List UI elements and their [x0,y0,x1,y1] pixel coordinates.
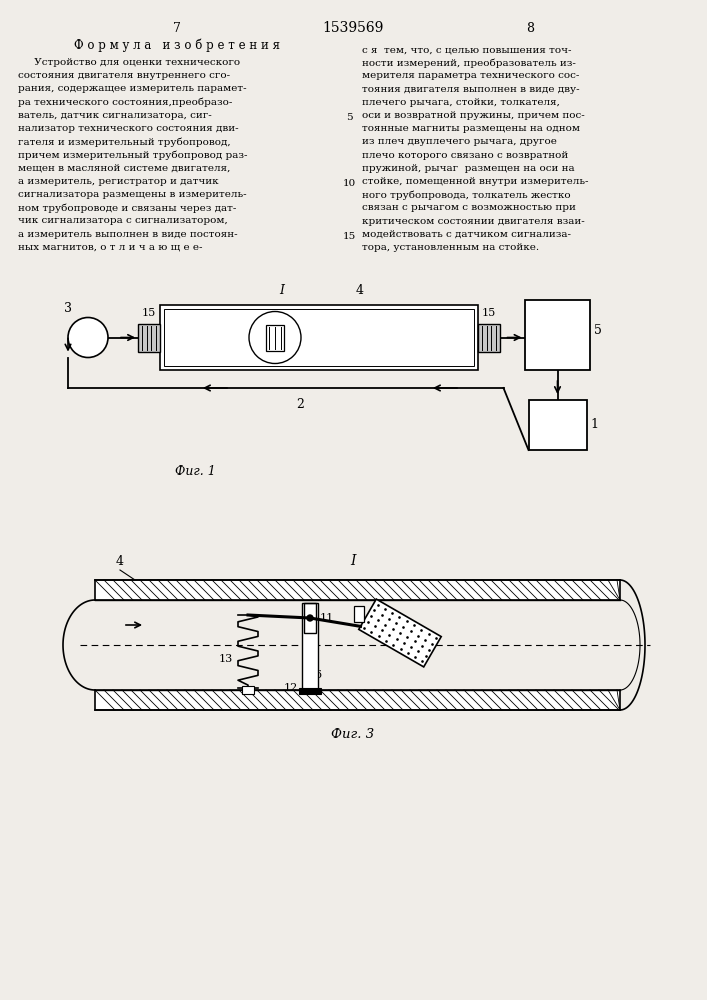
Text: сигнализатора размещены в измеритель-: сигнализатора размещены в измеритель- [18,190,247,199]
Text: Ф о р м у л а   и з о б р е т е н и я: Ф о р м у л а и з о б р е т е н и я [74,38,280,52]
Text: ном трубопроводе и связаны через дат-: ном трубопроводе и связаны через дат- [18,203,236,213]
Text: рания, содержащее измеритель парамет-: рания, содержащее измеритель парамет- [18,84,247,93]
Text: ных магнитов, о т л и ч а ю щ е е-: ных магнитов, о т л и ч а ю щ е е- [18,243,202,252]
Circle shape [307,615,313,621]
Text: причем измерительный трубопровод раз-: причем измерительный трубопровод раз- [18,150,247,160]
Text: 15: 15 [142,308,156,318]
Bar [242,686,254,694]
Text: модействовать с датчиком сигнализа-: модействовать с датчиком сигнализа- [362,230,571,239]
Bar [525,300,590,370]
Bar [95,690,620,710]
Text: 3: 3 [64,302,72,314]
Text: ра технического состояния,преобразо-: ра технического состояния,преобразо- [18,98,233,107]
Text: плечо которого связано с возвратной: плечо которого связано с возвратной [362,151,568,160]
Text: 10: 10 [342,179,356,188]
Text: ности измерений, преобразователь из-: ности измерений, преобразователь из- [362,58,576,68]
Text: стойке, помещенной внутри измеритель-: стойке, помещенной внутри измеритель- [362,177,588,186]
Text: I: I [279,284,284,297]
Text: 4: 4 [356,284,364,297]
Text: связан с рычагом с возможностью при: связан с рычагом с возможностью при [362,203,576,212]
Text: 7: 7 [173,21,181,34]
Bar [164,309,474,366]
Text: ного трубопровода, толкатель жестко: ного трубопровода, толкатель жестко [362,190,571,200]
Text: оси и возвратной пружины, причем пос-: оси и возвратной пружины, причем пос- [362,111,585,120]
Bar [304,603,316,633]
Text: 6: 6 [314,670,321,680]
Text: 5: 5 [594,324,602,336]
Bar [478,324,500,352]
Polygon shape [358,599,441,667]
Text: чик сигнализатора с сигнализатором,: чик сигнализатора с сигнализатором, [18,216,228,225]
Text: 5: 5 [346,113,352,122]
Text: 15: 15 [342,232,356,241]
Text: I: I [350,554,356,568]
Text: тоянные магниты размещены на одном: тоянные магниты размещены на одном [362,124,580,133]
Text: нализатор технического состояния дви-: нализатор технического состояния дви- [18,124,239,133]
Bar [95,580,620,600]
Text: 15: 15 [482,308,496,318]
Text: гателя и измерительный трубопровод,: гателя и измерительный трубопровод, [18,137,230,147]
Text: мещен в масляной системе двигателя,: мещен в масляной системе двигателя, [18,164,230,173]
Text: 4: 4 [116,555,124,568]
Circle shape [249,312,301,363]
Bar [160,305,478,370]
Bar [299,688,321,694]
Text: а измеритель выполнен в виде постоян-: а измеритель выполнен в виде постоян- [18,230,238,239]
Circle shape [68,318,108,358]
Bar [529,400,587,450]
Bar [138,324,160,352]
Text: а измеритель, регистратор и датчик: а измеритель, регистратор и датчик [18,177,218,186]
Bar [266,324,284,351]
Text: Устройство для оценки технического: Устройство для оценки технического [18,58,240,67]
Text: 11: 11 [320,613,334,623]
Text: 13: 13 [218,654,233,664]
Text: Фиг. 1: Фиг. 1 [175,465,216,478]
Text: ватель, датчик сигнализатора, сиг-: ватель, датчик сигнализатора, сиг- [18,111,212,120]
Text: 1539569: 1539569 [322,21,384,35]
Text: Фиг. 3: Фиг. 3 [332,728,375,741]
Text: критическом состоянии двигателя взаи-: критическом состоянии двигателя взаи- [362,217,585,226]
Text: пружиной, рычаг  размещен на оси на: пружиной, рычаг размещен на оси на [362,164,575,173]
Text: 2: 2 [296,398,304,411]
Text: плечего рычага, стойки, толкателя,: плечего рычага, стойки, толкателя, [362,98,560,107]
Bar [302,603,318,690]
Bar [354,606,363,622]
Text: 8: 8 [526,21,534,34]
Text: с я  тем, что, с целью повышения точ-: с я тем, что, с целью повышения точ- [362,45,571,54]
Text: мерителя параметра технического сос-: мерителя параметра технического сос- [362,71,579,80]
Text: состояния двигателя внутреннего сго-: состояния двигателя внутреннего сго- [18,71,230,80]
Text: 12: 12 [284,683,298,693]
Text: из плеч двуплечего рычага, другое: из плеч двуплечего рычага, другое [362,137,557,146]
Text: тояния двигателя выполнен в виде дву-: тояния двигателя выполнен в виде дву- [362,85,580,94]
Text: тора, установленным на стойке.: тора, установленным на стойке. [362,243,539,252]
Text: 1: 1 [590,418,599,432]
